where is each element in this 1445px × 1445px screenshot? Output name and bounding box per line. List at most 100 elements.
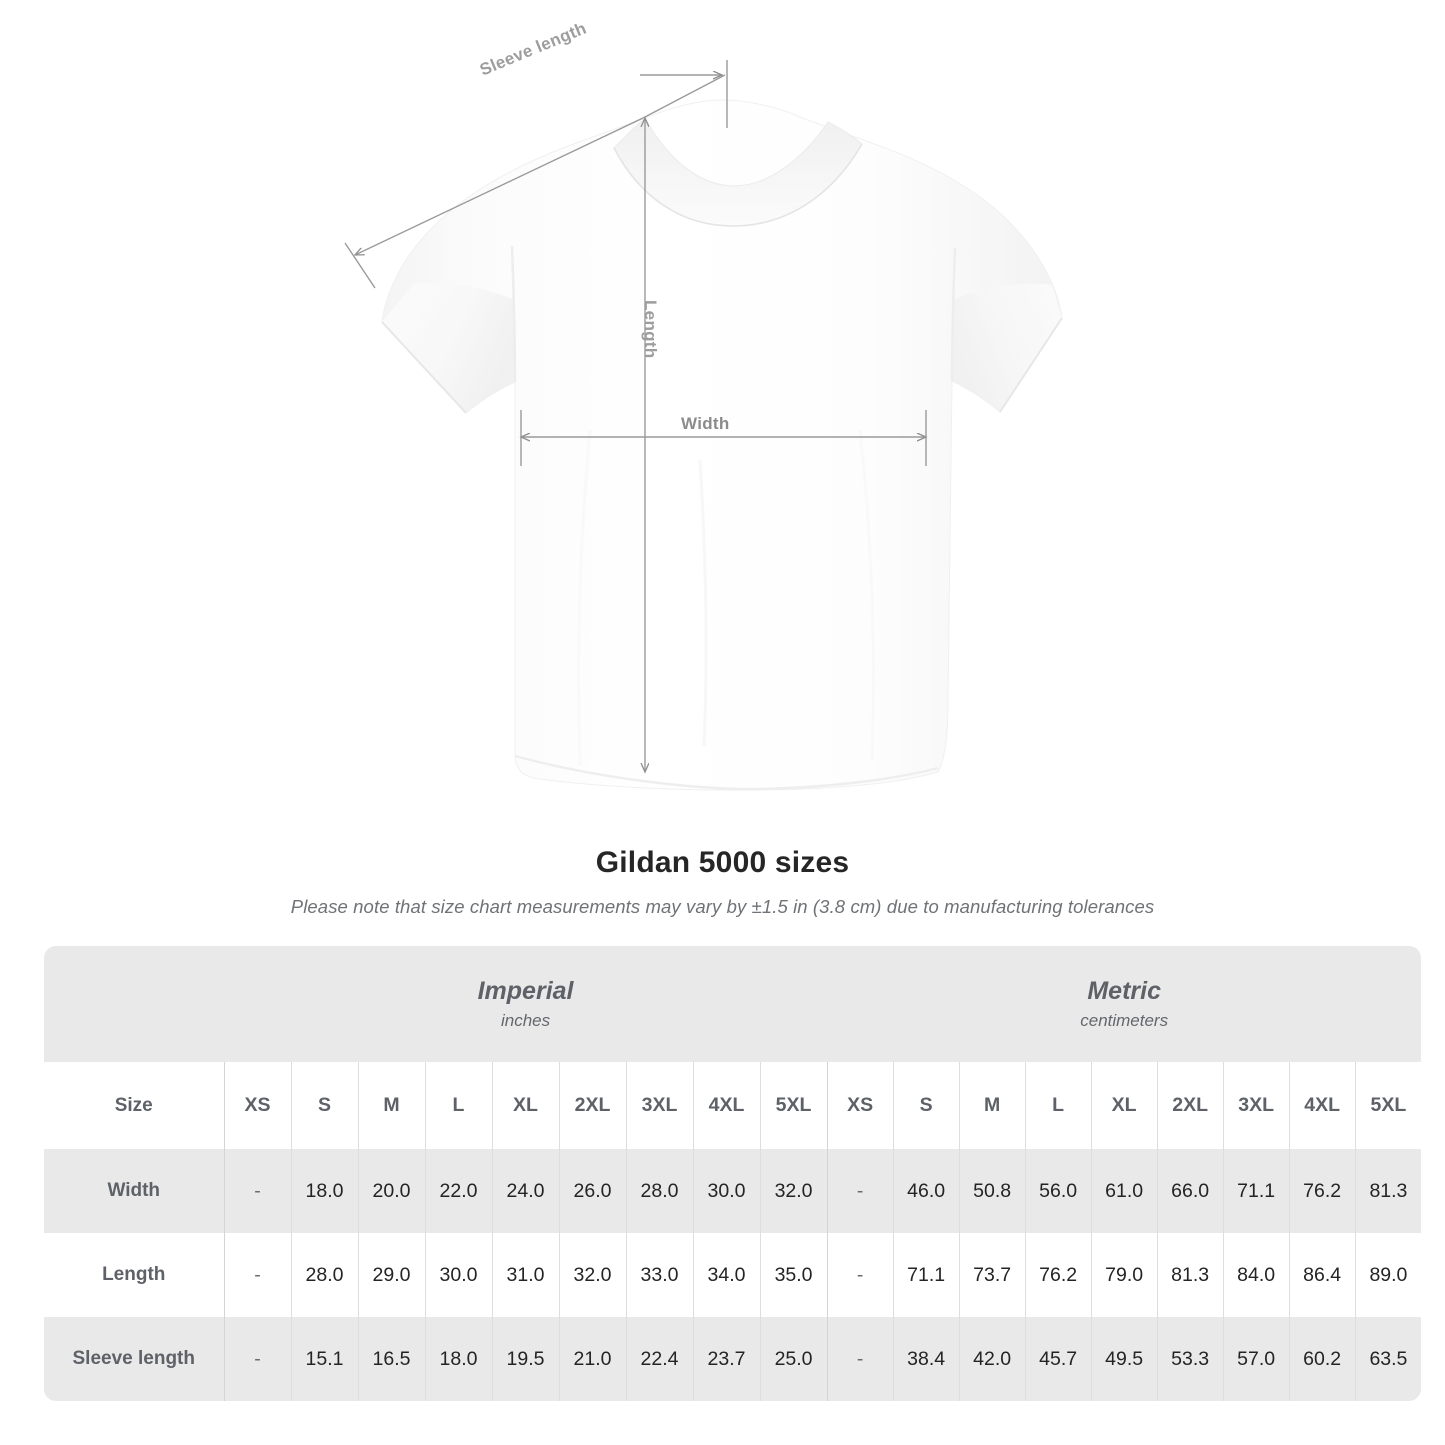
- size-header-metric-4xl: 4XL: [1288, 1062, 1356, 1149]
- width-metric-5xl: 81.3: [1354, 1149, 1422, 1233]
- sleeve-metric-m: 42.0: [958, 1317, 1026, 1401]
- length-metric-4xl: 86.4: [1288, 1233, 1356, 1317]
- sleeve-metric-xl: 49.5: [1090, 1317, 1158, 1401]
- size-header-imperial-4xl: 4XL: [692, 1062, 760, 1149]
- row-label-length: Length: [44, 1233, 224, 1317]
- measurement-annotations: [344, 60, 926, 772]
- length-imperial-xs: -: [223, 1233, 291, 1317]
- size-header-imperial-5xl: 5XL: [759, 1062, 828, 1149]
- size-header-metric-xl: XL: [1090, 1062, 1158, 1149]
- size-header-metric-2xl: 2XL: [1156, 1062, 1224, 1149]
- width-imperial-4xl: 30.0: [692, 1149, 760, 1233]
- imperial-unit-header: Imperial inches: [224, 946, 828, 1062]
- width-imperial-l: 22.0: [424, 1149, 492, 1233]
- row-label-width: Width: [44, 1149, 224, 1233]
- length-imperial-5xl: 35.0: [759, 1233, 828, 1317]
- tolerance-note: Please note that size chart measurements…: [290, 896, 1155, 917]
- width-metric-l: 56.0: [1024, 1149, 1092, 1233]
- width-imperial-m: 20.0: [357, 1149, 425, 1233]
- length-metric-m: 73.7: [958, 1233, 1026, 1317]
- length-imperial-s: 28.0: [290, 1233, 358, 1317]
- length-metric-3xl: 84.0: [1222, 1233, 1290, 1317]
- sleeve-imperial-4xl: 23.7: [692, 1317, 760, 1401]
- width-metric-s: 46.0: [892, 1149, 960, 1233]
- sleeve-imperial-m: 16.5: [357, 1317, 425, 1401]
- size-chart-table: Imperial inches Metric centimeters Size …: [44, 946, 1422, 1401]
- sleeve-metric-xs: -: [826, 1317, 894, 1401]
- length-metric-2xl: 81.3: [1156, 1233, 1224, 1317]
- size-header-metric-s: S: [892, 1062, 960, 1149]
- sleeve-metric-4xl: 60.2: [1288, 1317, 1356, 1401]
- sleeve-metric-l: 45.7: [1024, 1317, 1092, 1401]
- size-header-imperial-2xl: 2XL: [558, 1062, 626, 1149]
- metric-unit-header: Metric centimeters: [827, 946, 1422, 1062]
- row-header-size: Size: [44, 1062, 224, 1149]
- tshirt-diagram: Sleeve length Length Width: [344, 19, 1063, 791]
- width-metric-4xl: 76.2: [1288, 1149, 1356, 1233]
- length-imperial-m: 29.0: [357, 1233, 425, 1317]
- sleeve-top-line: [642, 74, 726, 119]
- title-block: Gildan 5000 sizes Please note that size …: [0, 846, 1445, 918]
- imperial-name: Imperial: [477, 977, 574, 1006]
- unit-header-row: Imperial inches Metric centimeters: [44, 946, 1422, 1062]
- length-metric-xs: -: [826, 1233, 894, 1317]
- table-row-length: Length - 28.0 29.0 30.0 31.0 32.0 33.0 3…: [44, 1233, 1422, 1317]
- width-metric-3xl: 71.1: [1222, 1149, 1290, 1233]
- length-imperial-4xl: 34.0: [692, 1233, 760, 1317]
- sleeve-imperial-2xl: 21.0: [558, 1317, 626, 1401]
- imperial-sub: inches: [500, 1010, 551, 1030]
- length-metric-l: 76.2: [1024, 1233, 1092, 1317]
- size-header-imperial-3xl: 3XL: [625, 1062, 693, 1149]
- width-imperial-3xl: 28.0: [625, 1149, 693, 1233]
- sleeve-imperial-s: 15.1: [290, 1317, 358, 1401]
- width-metric-m: 50.8: [958, 1149, 1026, 1233]
- length-metric-xl: 79.0: [1090, 1233, 1158, 1317]
- sleeve-imperial-5xl: 25.0: [759, 1317, 828, 1401]
- size-header-imperial-l: L: [424, 1062, 492, 1149]
- width-label: Width: [681, 414, 730, 433]
- width-metric-xs: -: [826, 1149, 894, 1233]
- table-row-sleeve-length: Sleeve length - 15.1 16.5 18.0 19.5 21.0…: [44, 1317, 1422, 1401]
- unit-spacer-cell: [44, 946, 224, 1062]
- page-title: Gildan 5000 sizes: [595, 846, 850, 879]
- length-label: Length: [641, 300, 660, 359]
- size-header-metric-xs: XS: [826, 1062, 894, 1149]
- size-header-imperial-xs: XS: [223, 1062, 291, 1149]
- size-header-imperial-s: S: [290, 1062, 358, 1149]
- tshirt-illustration: [344, 60, 1063, 791]
- tshirt-body: [381, 99, 1063, 791]
- sleeve-imperial-l: 18.0: [424, 1317, 492, 1401]
- table-row-width: Width - 18.0 20.0 22.0 24.0 26.0 28.0 30…: [44, 1149, 1422, 1233]
- sleeve-dimension-line: [355, 117, 644, 255]
- sleeve-end-tick: [344, 242, 376, 289]
- sleeve-metric-5xl: 63.5: [1354, 1317, 1422, 1401]
- size-header-metric-m: M: [958, 1062, 1026, 1149]
- width-imperial-2xl: 26.0: [558, 1149, 626, 1233]
- size-header-imperial-m: M: [357, 1062, 425, 1149]
- size-header-row: Size XS S M L XL 2XL 3XL 4XL 5XL XS S M …: [44, 1062, 1422, 1149]
- sleeve-metric-3xl: 57.0: [1222, 1317, 1290, 1401]
- size-header-metric-l: L: [1024, 1062, 1092, 1149]
- row-label-sleeve-length: Sleeve length: [44, 1317, 224, 1401]
- sleeve-imperial-3xl: 22.4: [625, 1317, 693, 1401]
- length-metric-s: 71.1: [892, 1233, 960, 1317]
- sleeve-metric-s: 38.4: [892, 1317, 960, 1401]
- size-header-metric-5xl: 5XL: [1354, 1062, 1422, 1149]
- length-imperial-xl: 31.0: [491, 1233, 559, 1317]
- sleeve-metric-2xl: 53.3: [1156, 1317, 1224, 1401]
- width-metric-2xl: 66.0: [1156, 1149, 1224, 1233]
- size-header-imperial-xl: XL: [491, 1062, 559, 1149]
- length-imperial-l: 30.0: [424, 1233, 492, 1317]
- length-imperial-2xl: 32.0: [558, 1233, 626, 1317]
- width-imperial-5xl: 32.0: [759, 1149, 828, 1233]
- width-metric-xl: 61.0: [1090, 1149, 1158, 1233]
- length-imperial-3xl: 33.0: [625, 1233, 693, 1317]
- sleeve-imperial-xl: 19.5: [491, 1317, 559, 1401]
- size-header-metric-3xl: 3XL: [1222, 1062, 1290, 1149]
- width-imperial-s: 18.0: [290, 1149, 358, 1233]
- metric-name: Metric: [1087, 977, 1161, 1006]
- metric-sub: centimeters: [1080, 1010, 1169, 1030]
- sleeve-imperial-xs: -: [223, 1317, 291, 1401]
- length-metric-5xl: 89.0: [1354, 1233, 1422, 1317]
- width-imperial-xs: -: [223, 1149, 291, 1233]
